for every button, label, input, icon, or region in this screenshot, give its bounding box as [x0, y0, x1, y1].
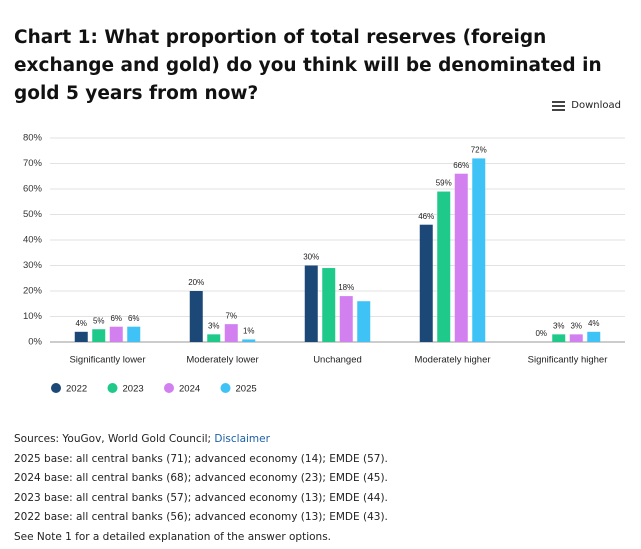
bar — [569, 334, 583, 342]
bar — [304, 265, 318, 342]
download-button[interactable]: Download — [552, 100, 621, 111]
y-tick-label: 40% — [23, 235, 43, 246]
bar — [437, 191, 451, 342]
value-label: 0% — [535, 329, 547, 338]
bar — [552, 334, 566, 342]
value-label: 7% — [225, 311, 237, 320]
legend-label: 2023 — [123, 384, 144, 395]
legend-marker — [107, 383, 118, 393]
bar — [74, 331, 88, 342]
legend-marker — [164, 383, 174, 393]
bar — [92, 329, 106, 342]
bar — [357, 301, 371, 342]
note: 2024 base: all central banks (68); advan… — [14, 472, 388, 484]
y-tick-label: 0% — [28, 337, 42, 348]
value-label: 3% — [570, 321, 582, 330]
bar — [207, 334, 221, 342]
bar — [242, 339, 256, 342]
note: See Note 1 for a detailed explanation of… — [14, 530, 331, 543]
y-tick-label: 30% — [23, 260, 43, 271]
legend-label: 2024 — [179, 384, 200, 395]
value-label: 5% — [93, 316, 105, 325]
note: 2023 base: all central banks (57); advan… — [14, 491, 388, 504]
value-label: 30% — [303, 253, 319, 262]
chart: 0% 10% 20% 30% 40% 50% 60% 70% 80% Significantly … — [23, 133, 625, 395]
note: 2022 base: all central banks (56); advan… — [14, 511, 388, 523]
value-label: 3% — [208, 321, 220, 330]
y-tick-label: 80% — [23, 133, 43, 144]
x-tick-label: Unchanged — [313, 355, 362, 366]
chart-title: Chart 1: What proportion of total reserv… — [14, 27, 602, 104]
bar — [109, 326, 123, 342]
value-label: 6% — [110, 314, 122, 323]
sources-line: Sources: YouGov, World Gold Council; Dis… — [14, 430, 388, 450]
value-label: 6% — [128, 314, 140, 323]
legend-label: 2025 — [236, 384, 257, 395]
y-tick-label: 50% — [23, 209, 43, 220]
x-tick-label: Significantly lower — [69, 355, 145, 366]
value-label: 18% — [338, 283, 354, 292]
disclaimer-link[interactable]: Disclaimer — [214, 433, 270, 445]
y-tick-label: 20% — [23, 286, 43, 297]
value-label: 46% — [418, 212, 434, 221]
value-label: 1% — [243, 327, 255, 336]
value-label: 59% — [436, 179, 452, 188]
bar — [224, 324, 238, 342]
x-tick-label: Moderately higher — [414, 355, 490, 366]
value-label: 72% — [471, 146, 487, 155]
bar — [322, 268, 336, 342]
bar — [472, 158, 486, 342]
bar — [339, 296, 353, 342]
y-tick-label: 10% — [23, 311, 43, 322]
note: 2025 base: all central banks (71); advan… — [14, 452, 388, 465]
value-label: 3% — [553, 321, 565, 330]
legend-label: 2022 — [66, 384, 87, 395]
bar — [127, 326, 141, 342]
value-label: 4% — [75, 319, 87, 328]
y-tick-label: 70% — [23, 158, 43, 169]
x-tick-label: Moderately lower — [186, 355, 258, 366]
footnotes: Sources: YouGov, World Gold Council; Dis… — [14, 430, 388, 547]
bar — [454, 173, 468, 342]
y-tick-label: 60% — [23, 184, 43, 195]
bar — [419, 224, 433, 342]
bar — [587, 331, 601, 342]
legend-marker — [51, 383, 61, 393]
x-tick-label: Significantly higher — [528, 355, 608, 366]
value-label: 20% — [188, 278, 204, 287]
download-label: Download — [571, 100, 621, 111]
value-label: 4% — [588, 319, 600, 328]
value-label: 66% — [453, 161, 469, 170]
bar — [189, 291, 203, 342]
sources: Sources: YouGov, World Gold Council; — [14, 433, 212, 445]
menu-icon — [552, 100, 566, 111]
legend-marker — [220, 383, 231, 393]
